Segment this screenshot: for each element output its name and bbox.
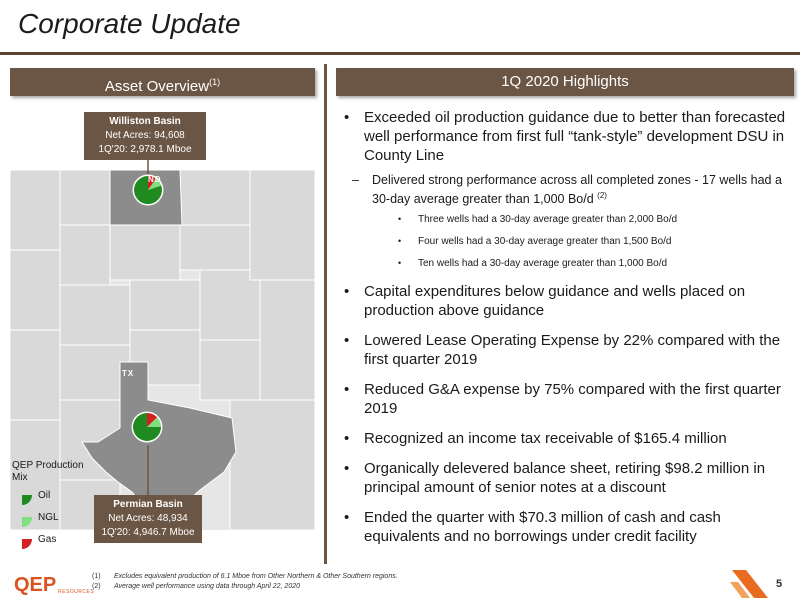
permian-acres: Net Acres: 48,934 xyxy=(108,513,188,524)
logo-subtext: RESOURCES xyxy=(58,589,95,595)
production-mix-legend: QEP Production Mix Oil NGL Gas xyxy=(12,460,92,550)
highlight-subitem: – Delivered strong performance across all… xyxy=(352,173,782,207)
footnote-text: Average well performance using data thro… xyxy=(114,583,301,590)
page-title: Corporate Update xyxy=(18,8,241,39)
pie-slice-ngl xyxy=(148,178,162,190)
highlight-item: • Ended the quarter with $70.3 million of… xyxy=(344,508,790,546)
highlight-item: • Exceeded oil production guidance due to… xyxy=(344,108,790,165)
chevron-decoration-icon xyxy=(730,570,768,598)
highlight-item: • Organically delevered balance sheet, re… xyxy=(344,459,790,497)
footnote-num: (1) xyxy=(92,573,101,580)
page-number: 5 xyxy=(776,578,783,590)
williston-production: 1Q'20: 2,978.1 Mboe xyxy=(98,144,192,155)
footnote-ref-2: (2) xyxy=(597,191,607,200)
williston-name: Williston Basin xyxy=(109,116,181,127)
oil-swatch-icon xyxy=(22,495,32,505)
footnote-2: (2) Average well performance using data t… xyxy=(92,582,398,592)
highlight-item: • Lowered Lease Operating Expense by 22% … xyxy=(344,331,790,369)
highlight-text: Reduced G&A expense by 75% compared with… xyxy=(364,381,781,418)
highlights-header-label: 1Q 2020 Highlights xyxy=(501,73,629,90)
pie-slice-ngl xyxy=(147,417,161,427)
permian-callout: Permian Basin Net Acres: 48,934 1Q'20: 4… xyxy=(94,495,202,543)
highlight-item: • Recognized an income tax receivable of … xyxy=(344,430,727,448)
asset-overview-footnote-ref: (1) xyxy=(209,77,221,87)
legend-item-ngl: NGL xyxy=(12,506,92,528)
highlight-subsubitem: • Ten wells had a 30-day average greater … xyxy=(398,258,668,270)
footnote-1: (1) Excludes equivalent production of 6.1… xyxy=(92,572,398,582)
footnotes: (1) Excludes equivalent production of 6.1… xyxy=(92,572,398,592)
highlights-list: • Exceeded oil production guidance due to… xyxy=(344,108,790,557)
legend-label-ngl: NGL xyxy=(38,511,59,523)
footnote-num: (2) xyxy=(92,583,101,590)
highlight-subsubtext: Three wells had a 30-day average greater… xyxy=(418,214,678,226)
pie-slice-oil xyxy=(134,176,162,204)
highlight-text: Exceeded oil production guidance due to … xyxy=(364,109,786,164)
williston-callout: Williston Basin Net Acres: 94,608 1Q'20:… xyxy=(84,112,206,160)
highlights-header: 1Q 2020 Highlights xyxy=(336,68,794,96)
legend-item-oil: Oil xyxy=(12,484,92,506)
asset-overview-label: Asset Overview xyxy=(104,78,210,95)
asset-overview-header: Asset Overview(1) xyxy=(10,68,315,96)
legend-label-gas: Gas xyxy=(38,533,57,545)
highlight-subsubtext: Four wells had a 30-day average greater … xyxy=(418,236,672,248)
highlight-subtext: Delivered strong performance across all … xyxy=(372,173,782,207)
pie-slice-gas xyxy=(148,176,157,190)
highlight-subsubitem: • Three wells had a 30-day average greate… xyxy=(398,214,678,226)
tx-state-label: TX xyxy=(122,369,135,378)
williston-acres: Net Acres: 94,608 xyxy=(105,130,185,141)
column-divider xyxy=(324,64,327,564)
gas-swatch-icon xyxy=(22,539,32,549)
logo-wordmark: QEP xyxy=(14,574,57,596)
highlight-text: Capital expenditures below guidance and … xyxy=(364,283,746,320)
legend-item-gas: Gas xyxy=(12,528,92,550)
footnote-text: Excludes equivalent production of 6.1 Mb… xyxy=(114,573,398,580)
qep-logo: QEP RESOURCES xyxy=(14,574,104,596)
williston-production-pie xyxy=(132,174,164,206)
title-rule xyxy=(0,52,800,55)
highlight-item: • Reduced G&A expense by 75% compared wit… xyxy=(344,380,790,418)
pie-slice-gas xyxy=(147,413,158,427)
highlight-item: • Capital expenditures below guidance and… xyxy=(344,282,790,320)
legend-title: QEP Production Mix xyxy=(12,460,84,483)
highlight-text: Lowered Lease Operating Expense by 22% c… xyxy=(364,332,781,369)
pie-slice-oil xyxy=(133,413,161,441)
highlight-text: Ended the quarter with $70.3 million of … xyxy=(364,509,721,546)
highlight-subsubitem: • Four wells had a 30-day average greater… xyxy=(398,236,672,248)
permian-name: Permian Basin xyxy=(113,499,183,510)
nd-state-label: ND xyxy=(148,175,162,184)
us-map xyxy=(10,158,315,533)
permian-production-pie xyxy=(131,411,163,443)
permian-production: 1Q'20: 4,946.7 Mboe xyxy=(101,527,195,538)
ngl-swatch-icon xyxy=(22,517,32,527)
highlight-text: Organically delevered balance sheet, ret… xyxy=(364,460,766,497)
legend-label-oil: Oil xyxy=(38,489,51,501)
highlight-subsubtext: Ten wells had a 30-day average greater t… xyxy=(418,258,668,270)
highlight-text: Recognized an income tax receivable of $… xyxy=(364,430,727,448)
